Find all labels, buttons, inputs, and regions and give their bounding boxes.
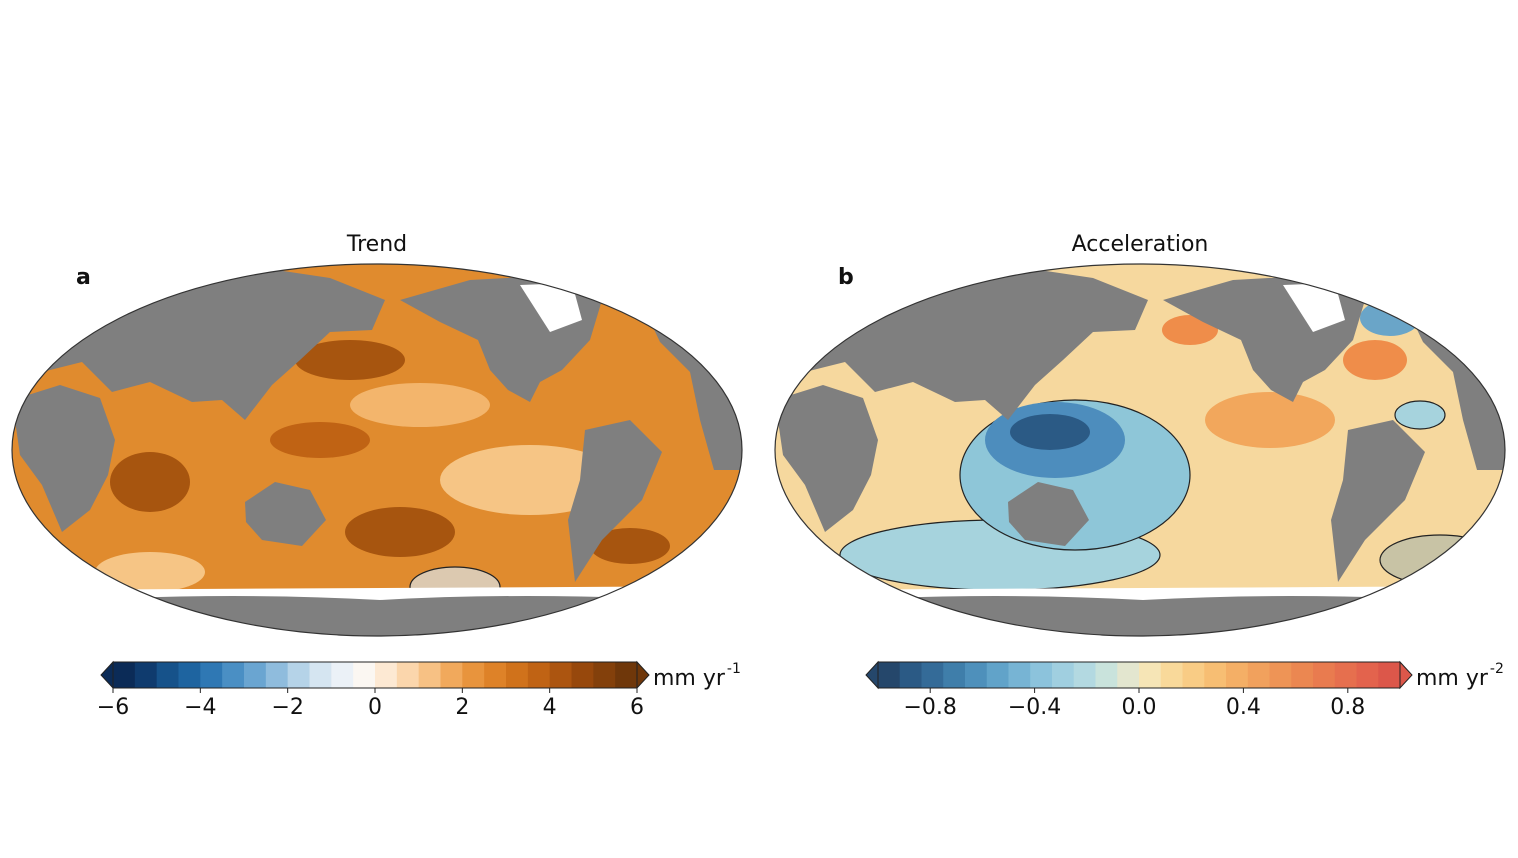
colorbar-bin xyxy=(549,662,572,688)
colorbar: −0.8 −0.4 0.0 0.4 0.8 mm yr -2 xyxy=(865,660,1504,720)
colorbar-bin xyxy=(484,662,507,688)
panel-title: Trend xyxy=(346,232,407,257)
colorbar-bin xyxy=(265,662,289,688)
colorbar-bin xyxy=(200,662,223,688)
colorbar-bin xyxy=(1334,662,1357,688)
colorbar-bin xyxy=(244,662,267,688)
colorbar-bin xyxy=(986,662,1009,688)
colorbar-bin xyxy=(113,662,136,688)
colorbar-bin xyxy=(309,662,332,688)
colorbar-bin xyxy=(943,662,966,688)
colorbar-extend-high xyxy=(1399,660,1413,690)
colorbar-tick-label: 0 xyxy=(368,695,382,720)
colorbar-bin xyxy=(375,662,398,688)
colorbar-bin xyxy=(287,662,310,688)
colorbar-bin xyxy=(965,662,988,688)
colorbar-bin xyxy=(156,662,179,688)
colorbar-unit-exponent: -1 xyxy=(727,661,741,677)
colorbar-bin xyxy=(1226,662,1249,688)
colorbar-bin xyxy=(1356,662,1379,688)
colorbar-bin xyxy=(1030,662,1053,688)
colorbar-tick-label: 6 xyxy=(630,695,644,720)
map-trend xyxy=(11,263,743,637)
colorbar-tick-label: 4 xyxy=(543,695,557,720)
colorbar-bin xyxy=(1095,662,1118,688)
colorbar-tick-label: 0.4 xyxy=(1226,695,1261,720)
colorbar-bin xyxy=(1139,662,1162,688)
colorbar-bin xyxy=(1052,662,1075,688)
colorbar-bin xyxy=(527,662,551,688)
colorbar-bin xyxy=(1008,662,1031,688)
colorbar-bin xyxy=(1117,662,1140,688)
colorbar-bin xyxy=(134,662,158,688)
colorbar-bin xyxy=(178,662,201,688)
map-acceleration xyxy=(774,263,1506,637)
colorbar-extend-low xyxy=(100,660,114,690)
colorbar-bin xyxy=(1269,662,1292,688)
colorbar-bin xyxy=(1313,662,1336,688)
colorbar-bin xyxy=(1160,662,1183,688)
panel-title: Acceleration xyxy=(1072,232,1209,257)
colorbar-bin xyxy=(440,662,463,688)
colorbar-bin xyxy=(418,662,441,688)
colorbar-bin xyxy=(571,662,594,688)
colorbar-bin xyxy=(899,662,922,688)
panel-label: a xyxy=(76,265,91,290)
panel-label: b xyxy=(838,265,854,290)
colorbar: −6 −4 −2 0 2 4 6 mm yr -1 xyxy=(97,660,741,720)
colorbar-bin xyxy=(1378,662,1401,688)
colorbar-unit-exponent: -2 xyxy=(1490,661,1504,677)
colorbar-tick-label: 2 xyxy=(455,695,469,720)
colorbar-bin xyxy=(331,662,354,688)
colorbar-bin xyxy=(1204,662,1227,688)
colorbar-extend-high xyxy=(636,660,650,690)
colorbar-bin xyxy=(1073,662,1096,688)
colorbar-tick-label: −4 xyxy=(184,695,216,720)
colorbar-bin xyxy=(222,662,245,688)
colorbar-tick-label: −0.4 xyxy=(1008,695,1061,720)
colorbar-bin xyxy=(921,662,944,688)
colorbar-bin xyxy=(506,662,529,688)
colorbar-bin xyxy=(462,662,485,688)
colorbar-bin xyxy=(878,662,901,688)
colorbar-extend-low xyxy=(865,660,879,690)
colorbar-bin xyxy=(1247,662,1270,688)
colorbar-bin xyxy=(593,662,616,688)
colorbar-bin xyxy=(615,662,638,688)
colorbar-bin xyxy=(1182,662,1205,688)
colorbar-bin xyxy=(396,662,420,688)
colorbar-tick-label: 0.8 xyxy=(1330,695,1365,720)
colorbar-tick-label: 0.0 xyxy=(1122,695,1157,720)
colorbar-bin xyxy=(353,662,376,688)
colorbar-tick-label: −0.8 xyxy=(903,695,956,720)
colorbar-unit: mm yr xyxy=(653,666,726,691)
colorbar-tick-label: −2 xyxy=(271,695,303,720)
colorbar-tick-label: −6 xyxy=(97,695,129,720)
colorbar-bin xyxy=(1291,662,1314,688)
colorbar-unit: mm yr xyxy=(1416,666,1489,691)
